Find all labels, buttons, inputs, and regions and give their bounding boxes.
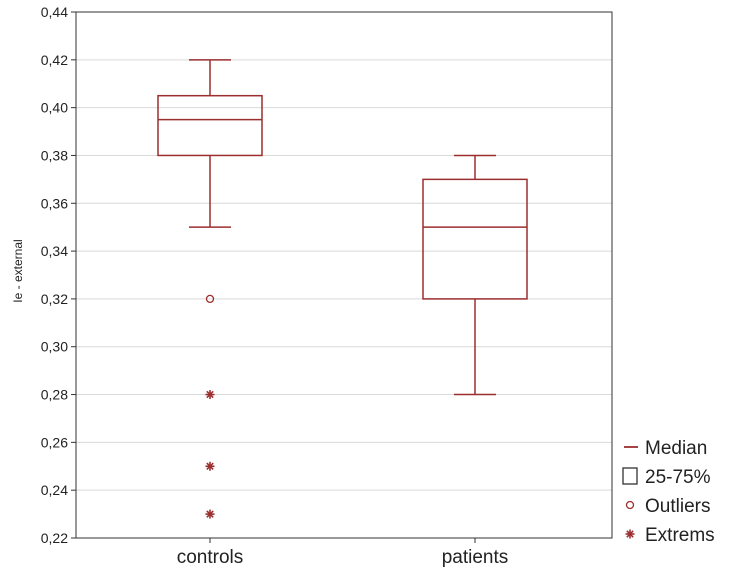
y-tick-label: 0,34 — [41, 243, 68, 259]
legend: Median 25-75% Outliers Extrems — [622, 438, 715, 546]
y-tick-label: 0,40 — [41, 100, 68, 116]
y-tick-label: 0,24 — [41, 482, 68, 498]
y-tick-label: 0,38 — [41, 147, 68, 163]
legend-item-median-line: Median — [624, 438, 707, 459]
y-tick-label: 0,22 — [41, 530, 68, 546]
x-category-label: patients — [442, 547, 509, 568]
legend-label: Median — [645, 438, 707, 459]
legend-outlier-symbol — [625, 500, 635, 510]
y-tick-label: 0,42 — [41, 52, 68, 68]
box-group-controls — [157, 59, 263, 519]
legend-label: 25-75% — [645, 467, 711, 488]
outlier-point — [205, 294, 215, 304]
y-tick-label: 0,36 — [41, 195, 68, 211]
legend-extreme-symbol — [625, 529, 635, 539]
y-tick-label: 0,32 — [41, 291, 68, 307]
legend-box-symbol — [622, 467, 638, 485]
extreme-point — [205, 461, 215, 471]
legend-item-circle: Outliers — [625, 496, 710, 517]
box-group-patients — [422, 154, 528, 396]
y-tick-label: 0,44 — [41, 4, 68, 20]
iqr-box — [422, 178, 528, 300]
plot-frame — [75, 11, 613, 539]
extreme-point — [205, 509, 215, 519]
y-tick-label: 0,26 — [41, 434, 68, 450]
y-axis-title: Ie - external — [11, 239, 25, 302]
y-tick-label: 0,30 — [41, 339, 68, 355]
x-category-label: controls — [177, 547, 244, 568]
iqr-box — [157, 94, 263, 157]
legend-item-asterisk: Extrems — [625, 525, 715, 546]
legend-label: Outliers — [645, 496, 710, 517]
extreme-point — [205, 390, 215, 400]
y-tick-label: 0,28 — [41, 387, 68, 403]
legend-item-box: 25-75% — [622, 467, 711, 488]
legend-label: Extrems — [645, 525, 715, 546]
